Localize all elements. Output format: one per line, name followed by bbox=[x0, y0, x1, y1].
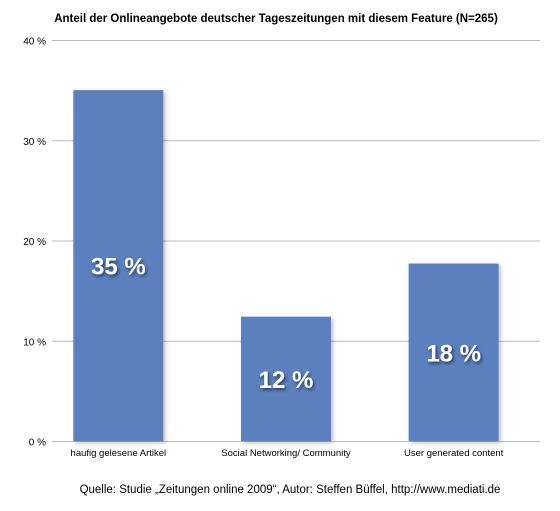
data-label: 35 % bbox=[91, 254, 146, 281]
y-tick-label: 30 % bbox=[23, 137, 46, 148]
x-tick-label: User generated content bbox=[404, 448, 504, 459]
data-labels: 35 % 12 % 18 % bbox=[91, 254, 481, 394]
source-note: Quelle: Studie „Zeitungen online 2009“, … bbox=[80, 484, 501, 496]
y-tick-label: 0 % bbox=[29, 438, 46, 449]
x-tick-label: Social Networking/ Community bbox=[221, 448, 351, 459]
data-label: 18 % bbox=[426, 340, 481, 367]
x-tick-label: haufig gelesene Artikel bbox=[71, 448, 167, 459]
y-tick-label: 40 % bbox=[23, 37, 46, 48]
y-tick-label: 10 % bbox=[23, 337, 46, 348]
bar bbox=[408, 263, 499, 441]
x-axis: haufig gelesene Artikel Social Networking… bbox=[71, 448, 504, 459]
bars bbox=[73, 90, 499, 441]
bar bbox=[241, 316, 331, 441]
chart-title: Anteil der Onlineangebote deutscher Tage… bbox=[54, 13, 498, 25]
data-label: 12 % bbox=[259, 367, 314, 394]
y-axis: 0 % 10 % 20 % 30 % 40 % bbox=[23, 37, 46, 449]
bar bbox=[73, 90, 164, 441]
y-tick-label: 20 % bbox=[23, 237, 46, 248]
